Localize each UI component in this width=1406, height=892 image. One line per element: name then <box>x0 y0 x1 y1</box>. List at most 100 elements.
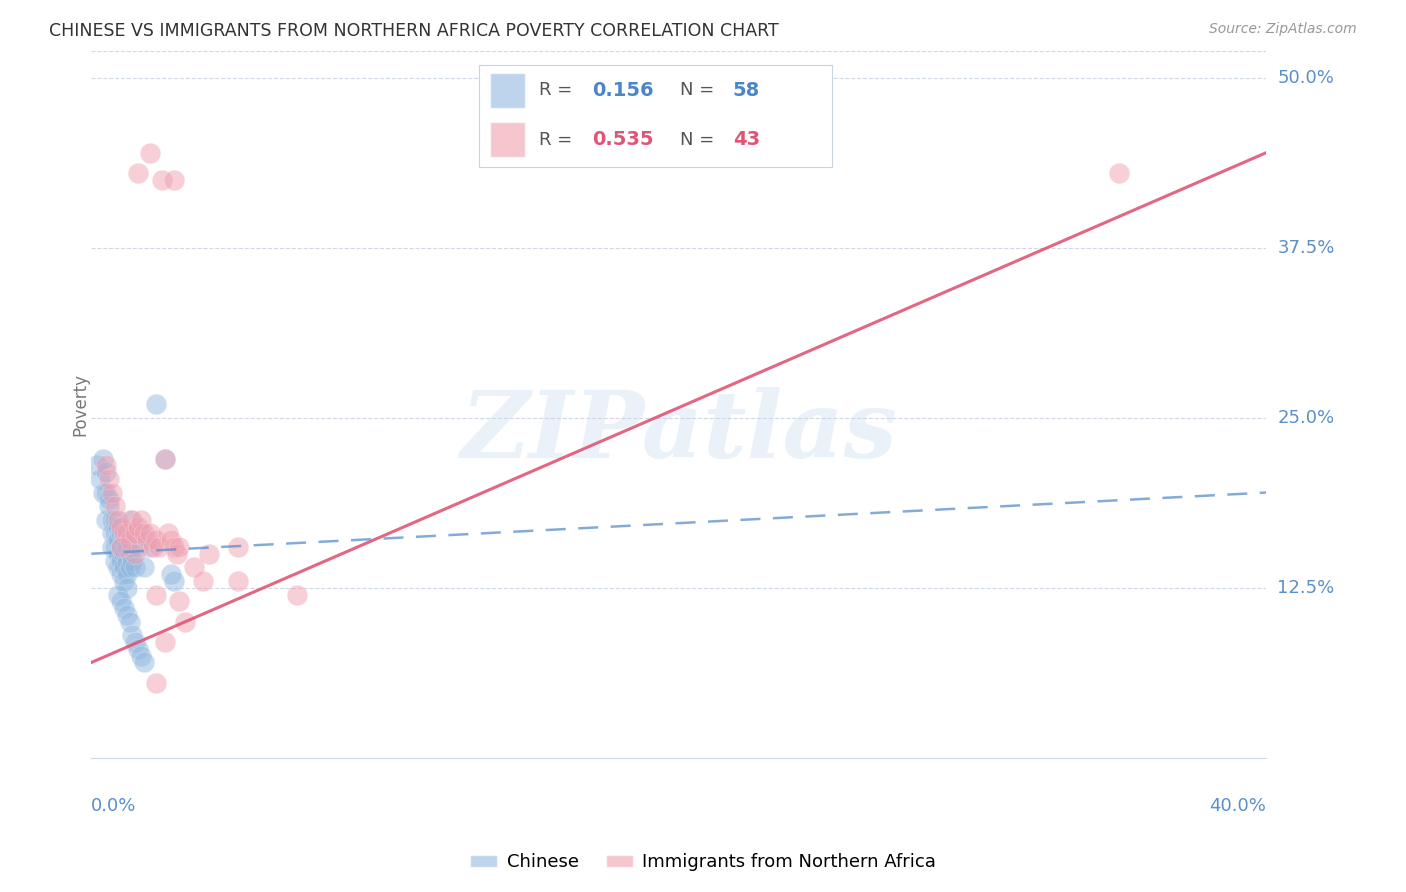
Point <box>91 451 114 466</box>
Point <box>115 553 138 567</box>
Point <box>107 533 129 548</box>
Point <box>110 553 132 567</box>
Text: CHINESE VS IMMIGRANTS FROM NORTHERN AFRICA POVERTY CORRELATION CHART: CHINESE VS IMMIGRANTS FROM NORTHERN AFRI… <box>49 22 779 40</box>
Point <box>145 588 167 602</box>
Point <box>112 533 135 548</box>
Point <box>104 513 127 527</box>
Point <box>110 526 132 541</box>
Point <box>118 560 141 574</box>
Point <box>118 533 141 548</box>
Point <box>101 485 124 500</box>
Point <box>98 472 121 486</box>
Point <box>285 588 308 602</box>
Text: Source: ZipAtlas.com: Source: ZipAtlas.com <box>1209 22 1357 37</box>
Point <box>136 533 159 548</box>
Point <box>124 560 146 574</box>
Point <box>115 526 138 541</box>
Point <box>153 451 176 466</box>
Point <box>98 492 121 507</box>
Point <box>129 648 152 663</box>
Point <box>169 540 191 554</box>
Point <box>127 519 149 533</box>
Point <box>104 526 127 541</box>
Point <box>107 519 129 533</box>
Point <box>110 540 132 554</box>
Point <box>129 513 152 527</box>
Point <box>104 540 127 554</box>
Point <box>89 472 111 486</box>
Point <box>110 567 132 582</box>
Point <box>94 465 117 479</box>
Point <box>115 581 138 595</box>
Point <box>153 451 176 466</box>
Point <box>127 641 149 656</box>
Point <box>127 166 149 180</box>
Point <box>145 676 167 690</box>
Point <box>124 547 146 561</box>
Point <box>112 574 135 588</box>
Point <box>110 594 132 608</box>
Point <box>166 547 188 561</box>
Point <box>162 173 184 187</box>
Point <box>159 533 181 548</box>
Point <box>112 526 135 541</box>
Point <box>134 526 156 541</box>
Text: 25.0%: 25.0% <box>1278 409 1334 426</box>
Point <box>139 526 162 541</box>
Point <box>94 458 117 473</box>
Point <box>112 601 135 615</box>
Legend: Chinese, Immigrants from Northern Africa: Chinese, Immigrants from Northern Africa <box>463 847 943 879</box>
Text: 0.0%: 0.0% <box>91 797 136 814</box>
Point <box>118 547 141 561</box>
Point <box>124 526 146 541</box>
Point <box>118 533 141 548</box>
Text: ZIPatlas: ZIPatlas <box>460 387 897 477</box>
Point <box>226 540 249 554</box>
Point <box>107 560 129 574</box>
Point <box>156 526 179 541</box>
Point <box>118 513 141 527</box>
Y-axis label: Poverty: Poverty <box>72 373 89 435</box>
Point <box>121 513 143 527</box>
Point <box>107 588 129 602</box>
Point <box>1108 166 1130 180</box>
Text: 37.5%: 37.5% <box>1278 239 1334 257</box>
Point <box>101 513 124 527</box>
Point <box>98 499 121 513</box>
Point <box>183 560 205 574</box>
Point <box>118 615 141 629</box>
Point <box>145 533 167 548</box>
Point <box>134 560 156 574</box>
Point <box>86 458 108 473</box>
Point <box>107 547 129 561</box>
Point <box>91 485 114 500</box>
Point <box>115 607 138 622</box>
Point <box>101 540 124 554</box>
Point <box>226 574 249 588</box>
Point <box>115 567 138 582</box>
Point <box>124 635 146 649</box>
Point <box>129 526 152 541</box>
Text: 12.5%: 12.5% <box>1278 579 1334 597</box>
Point <box>127 540 149 554</box>
Point <box>134 656 156 670</box>
Point <box>107 513 129 527</box>
Point <box>124 526 146 541</box>
Point <box>112 547 135 561</box>
Point <box>112 560 135 574</box>
Point <box>153 635 176 649</box>
Point <box>174 615 197 629</box>
Point <box>162 540 184 554</box>
Point <box>110 519 132 533</box>
Point <box>121 553 143 567</box>
Point <box>94 485 117 500</box>
Point <box>104 499 127 513</box>
Point <box>159 567 181 582</box>
Point <box>150 173 173 187</box>
Point <box>139 145 162 160</box>
Point <box>191 574 214 588</box>
Point <box>198 547 221 561</box>
Point <box>162 574 184 588</box>
Point <box>101 526 124 541</box>
Point <box>115 540 138 554</box>
